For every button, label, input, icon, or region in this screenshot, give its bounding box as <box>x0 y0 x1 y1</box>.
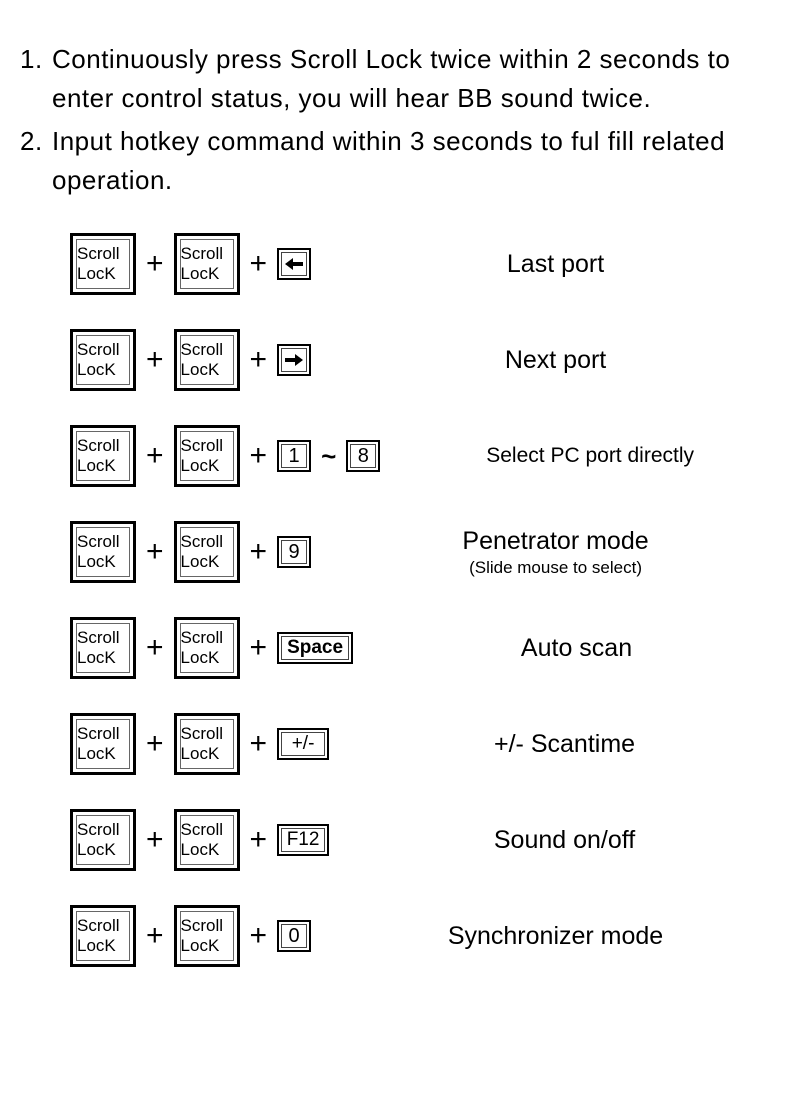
scroll-lock-key: Scroll LocK <box>174 905 240 967</box>
hotkey-row-sound: Scroll LocK + Scroll LocK + F12 Sound on… <box>70 806 780 874</box>
plus-icon: + <box>246 439 272 473</box>
key-sequence: Scroll LocK + Scroll LocK + F12 <box>70 809 329 871</box>
key-sequence: Scroll LocK + Scroll LocK + <box>70 233 311 295</box>
space-key: Space <box>277 632 353 664</box>
tilde-icon: ~ <box>317 441 340 472</box>
arrow-right-key <box>277 344 311 376</box>
hotkey-description: Penetrator mode (Slide mouse to select) <box>311 527 780 578</box>
key-sequence: Scroll LocK + Scroll LocK + 0 <box>70 905 311 967</box>
number-9-key: 9 <box>277 536 311 568</box>
scroll-lock-key: Scroll LocK <box>70 809 136 871</box>
hotkey-row-autoscan: Scroll LocK + Scroll LocK + Space Auto s… <box>70 614 780 682</box>
plus-icon: + <box>246 727 272 761</box>
hotkey-description: Sound on/off <box>329 826 780 855</box>
hotkey-description: +/- Scantime <box>329 730 780 759</box>
scroll-lock-key: Scroll LocK <box>70 905 136 967</box>
key-sequence: Scroll LocK + Scroll LocK + 9 <box>70 521 311 583</box>
number-0-key: 0 <box>277 920 311 952</box>
scroll-lock-key: Scroll LocK <box>70 329 136 391</box>
scroll-lock-key: Scroll LocK <box>174 425 240 487</box>
arrow-left-icon <box>285 257 303 271</box>
hotkey-row-penetrator: Scroll LocK + Scroll LocK + 9 Penetrator… <box>70 518 780 586</box>
number-1-key: 1 <box>277 440 311 472</box>
number-8-key: 8 <box>346 440 380 472</box>
hotkey-description: Select PC port directly <box>380 444 780 468</box>
instruction-text: Input hotkey command within 3 seconds to… <box>52 122 780 200</box>
plus-minus-key: +/- <box>277 728 329 760</box>
instruction-number: 1. <box>20 40 52 118</box>
scroll-lock-key: Scroll LocK <box>70 233 136 295</box>
hotkey-description: Next port <box>311 346 780 375</box>
scroll-lock-key: Scroll LocK <box>174 809 240 871</box>
plus-icon: + <box>142 919 168 953</box>
plus-icon: + <box>142 535 168 569</box>
instruction-1: 1. Continuously press Scroll Lock twice … <box>20 40 780 118</box>
scroll-lock-key: Scroll LocK <box>174 233 240 295</box>
scroll-lock-key: Scroll LocK <box>174 329 240 391</box>
hotkey-description: Auto scan <box>353 634 780 663</box>
plus-icon: + <box>246 823 272 857</box>
plus-icon: + <box>142 727 168 761</box>
plus-icon: + <box>142 343 168 377</box>
hotkey-row-next-port: Scroll LocK + Scroll LocK + Next port <box>70 326 780 394</box>
hotkey-row-last-port: Scroll LocK + Scroll LocK + Last port <box>70 230 780 298</box>
key-sequence: Scroll LocK + Scroll LocK + 1 ~ 8 <box>70 425 380 487</box>
scroll-lock-key: Scroll LocK <box>70 425 136 487</box>
plus-icon: + <box>246 919 272 953</box>
scroll-lock-key: Scroll LocK <box>174 521 240 583</box>
hotkey-row-synchronizer: Scroll LocK + Scroll LocK + 0 Synchroniz… <box>70 902 780 970</box>
plus-icon: + <box>142 439 168 473</box>
hotkey-description: Last port <box>311 250 780 279</box>
scroll-lock-key: Scroll LocK <box>70 617 136 679</box>
plus-icon: + <box>142 823 168 857</box>
scroll-lock-key: Scroll LocK <box>174 713 240 775</box>
plus-icon: + <box>246 247 272 281</box>
arrow-left-key <box>277 248 311 280</box>
instruction-text: Continuously press Scroll Lock twice wit… <box>52 40 780 118</box>
hotkey-table: Scroll LocK + Scroll LocK + Last port Sc… <box>20 230 780 970</box>
f12-key: F12 <box>277 824 329 856</box>
instruction-2: 2. Input hotkey command within 3 seconds… <box>20 122 780 200</box>
hotkey-description: Synchronizer mode <box>311 922 780 951</box>
plus-icon: + <box>142 247 168 281</box>
plus-icon: + <box>246 343 272 377</box>
key-sequence: Scroll LocK + Scroll LocK + Space <box>70 617 353 679</box>
scroll-lock-key: Scroll LocK <box>70 713 136 775</box>
instruction-number: 2. <box>20 122 52 200</box>
scroll-lock-key: Scroll LocK <box>70 521 136 583</box>
scroll-lock-key: Scroll LocK <box>174 617 240 679</box>
plus-icon: + <box>142 631 168 665</box>
hotkey-row-select-port: Scroll LocK + Scroll LocK + 1 ~ 8 Select… <box>70 422 780 490</box>
plus-icon: + <box>246 631 272 665</box>
key-sequence: Scroll LocK + Scroll LocK + <box>70 329 311 391</box>
plus-icon: + <box>246 535 272 569</box>
hotkey-row-scantime: Scroll LocK + Scroll LocK + +/- +/- Scan… <box>70 710 780 778</box>
arrow-right-icon <box>285 353 303 367</box>
key-sequence: Scroll LocK + Scroll LocK + +/- <box>70 713 329 775</box>
instructions-list: 1. Continuously press Scroll Lock twice … <box>20 40 780 200</box>
